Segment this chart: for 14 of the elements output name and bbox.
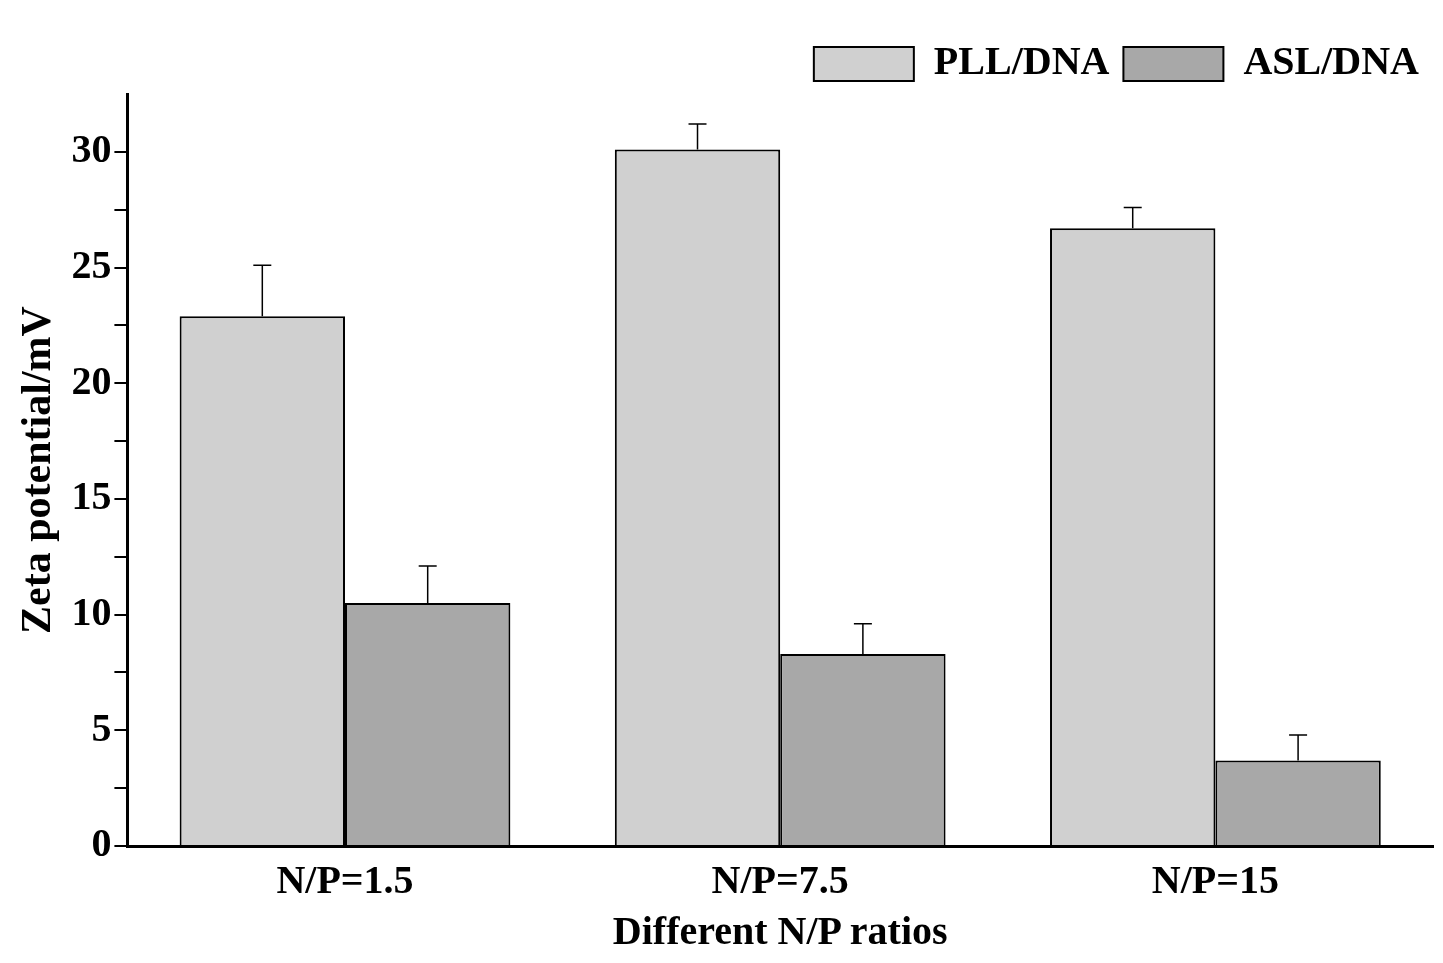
legend-label: PLL/DNA	[933, 38, 1110, 84]
y-axis-title: Zeta potential/mV	[13, 306, 60, 634]
legend-label: ASL/DNA	[1243, 38, 1420, 84]
y-tick-label: 30	[71, 126, 112, 172]
y-tick-label: 0	[91, 820, 112, 866]
y-tick-label: 10	[71, 588, 112, 634]
x-tick-label: N/P=7.5	[711, 857, 849, 903]
x-tick-label: N/P=1.5	[276, 857, 414, 903]
y-tick-label: 5	[91, 704, 112, 750]
x-axis-title: Different N/P ratios	[612, 908, 948, 954]
y-tick-label: 20	[71, 357, 112, 403]
y-tick-label: 25	[71, 241, 112, 287]
x-tick-label: N/P=15	[1151, 857, 1280, 903]
y-tick-label: 15	[71, 473, 112, 519]
